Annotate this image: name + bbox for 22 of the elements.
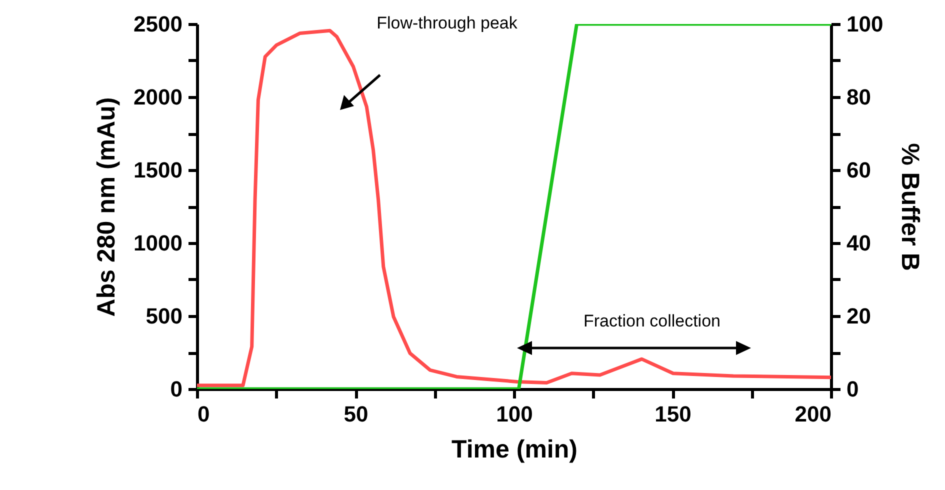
y2-tick-label: 40 — [846, 230, 871, 256]
y-tick-label: 1000 — [134, 230, 182, 256]
y2-tick-label: 0 — [846, 376, 859, 402]
y-tick-label: 1500 — [134, 158, 182, 182]
annotation: Flow-through peak — [376, 13, 518, 32]
y2-tick-label: 60 — [846, 158, 871, 182]
x-tick-label: 200 — [794, 402, 832, 426]
y-axis-title: Abs 280 nm (mAu) — [92, 97, 121, 317]
y2-axis-title: % Buffer B — [896, 143, 924, 271]
y-tick-label: 0 — [170, 376, 182, 402]
x-tick-label: 100 — [496, 402, 533, 426]
y2-tick-label: 80 — [846, 84, 871, 110]
x-tick-label: 50 — [344, 402, 368, 426]
y-tick-label: 2000 — [134, 84, 182, 110]
x-tick-label: 0 — [198, 402, 210, 426]
y-tick-label: 2500 — [134, 12, 182, 36]
x-axis-title: Time (min) — [452, 436, 578, 464]
x-tick-label: 150 — [654, 402, 692, 426]
y-tick-label: 500 — [146, 304, 182, 328]
annotation: Fraction collection — [583, 311, 721, 330]
y2-tick-label: 20 — [846, 304, 871, 328]
y2-tick-label: 100 — [846, 12, 884, 36]
